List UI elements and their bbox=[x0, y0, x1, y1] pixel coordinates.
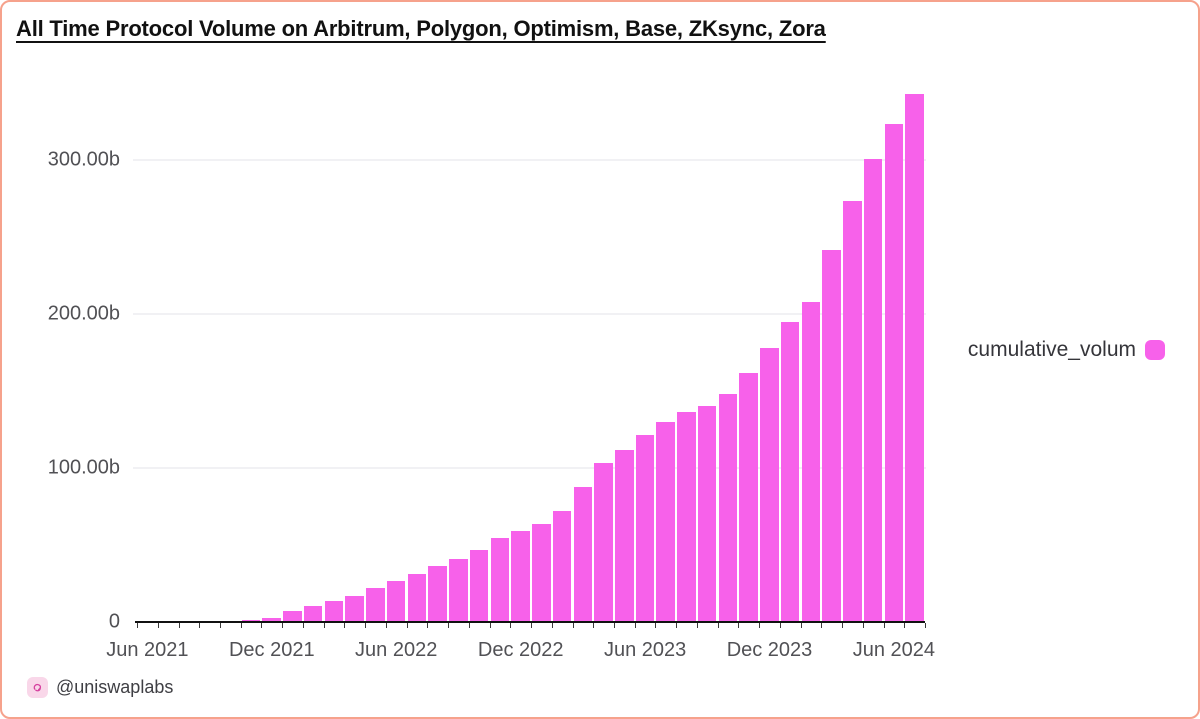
x-axis-tick bbox=[468, 623, 470, 628]
x-axis-tick bbox=[531, 623, 532, 628]
legend-swatch bbox=[1145, 340, 1165, 360]
uniswap-labs-logo-icon bbox=[27, 677, 48, 698]
x-axis-tick bbox=[427, 623, 429, 628]
volume-bar[interactable] bbox=[366, 588, 385, 622]
y-axis-tick-label: 100.00b bbox=[47, 456, 120, 479]
x-axis-tick bbox=[883, 623, 885, 628]
volume-bar[interactable] bbox=[760, 347, 779, 622]
x-axis-tick bbox=[634, 623, 636, 628]
attribution: @uniswaplabs bbox=[27, 677, 173, 698]
x-axis-tick bbox=[738, 623, 740, 628]
x-axis-tick-label: Jun 2024 bbox=[852, 639, 936, 661]
volume-bar[interactable] bbox=[573, 486, 593, 622]
volume-bar[interactable] bbox=[241, 619, 261, 622]
volume-bar[interactable] bbox=[386, 580, 406, 622]
x-axis-tick bbox=[676, 623, 678, 628]
volume-bar[interactable] bbox=[449, 558, 468, 622]
x-axis-tick bbox=[261, 623, 263, 628]
x-axis-tick bbox=[655, 623, 657, 628]
volume-bar[interactable] bbox=[407, 574, 427, 622]
x-axis-tick-label: Dec 2022 bbox=[477, 639, 564, 661]
x-axis-tick bbox=[779, 623, 781, 628]
volume-bar[interactable] bbox=[780, 321, 800, 622]
x-axis-tick bbox=[862, 623, 864, 628]
x-axis-tick bbox=[593, 623, 595, 628]
x-axis-tick bbox=[842, 623, 844, 628]
x-axis-tick bbox=[385, 623, 387, 628]
x-axis-tick bbox=[302, 623, 304, 628]
volume-bar[interactable] bbox=[532, 523, 551, 622]
volume-bar[interactable] bbox=[905, 94, 924, 622]
x-axis-tick bbox=[800, 623, 802, 628]
chart-title: All Time Protocol Volume on Arbitrum, Po… bbox=[16, 16, 826, 41]
legend[interactable]: cumulative_volum bbox=[968, 338, 1165, 362]
volume-bar[interactable] bbox=[428, 565, 447, 622]
x-axis-tick bbox=[282, 623, 284, 628]
x-axis-tick bbox=[448, 623, 450, 628]
y-axis-tick-label: 200.00b bbox=[47, 302, 120, 325]
y-axis-tick-label: 300.00b bbox=[47, 148, 120, 171]
x-axis-tick-label: Dec 2023 bbox=[726, 639, 813, 661]
volume-bar[interactable] bbox=[718, 393, 738, 622]
volume-bar[interactable] bbox=[511, 531, 530, 622]
volume-bar[interactable] bbox=[656, 421, 675, 622]
x-axis-tick bbox=[137, 623, 138, 628]
volume-bar[interactable] bbox=[822, 249, 841, 622]
volume-bar[interactable] bbox=[262, 617, 281, 622]
volume-bar[interactable] bbox=[801, 301, 821, 622]
x-axis-tick bbox=[344, 623, 346, 628]
x-axis-tick bbox=[925, 623, 926, 628]
volume-bar[interactable] bbox=[615, 450, 634, 622]
volume-bar[interactable] bbox=[552, 511, 572, 622]
volume-bar[interactable] bbox=[345, 595, 364, 622]
x-axis-tick bbox=[157, 623, 159, 628]
volume-bar[interactable] bbox=[677, 411, 696, 622]
y-axis-tick-label: 0 bbox=[108, 610, 120, 633]
x-axis-tick bbox=[406, 623, 408, 628]
x-axis-tick bbox=[572, 623, 574, 628]
x-axis-tick-label: Jun 2021 bbox=[106, 639, 189, 661]
legend-label: cumulative_volum bbox=[967, 338, 1136, 361]
x-axis-tick bbox=[199, 623, 201, 628]
volume-bar[interactable] bbox=[469, 550, 489, 622]
x-axis-tick bbox=[365, 623, 367, 628]
attribution-handle: @uniswaplabs bbox=[56, 677, 174, 697]
volume-bar[interactable] bbox=[594, 462, 613, 622]
x-axis-tick-label: Jun 2023 bbox=[603, 639, 687, 661]
volume-bar[interactable] bbox=[884, 123, 904, 622]
volume-bar[interactable] bbox=[490, 538, 510, 622]
gridline bbox=[133, 467, 926, 469]
volume-bar[interactable] bbox=[324, 601, 344, 622]
volume-bar[interactable] bbox=[863, 159, 883, 622]
volume-bar[interactable] bbox=[739, 372, 758, 622]
x-axis-tick bbox=[489, 623, 491, 628]
x-axis-tick bbox=[178, 623, 180, 628]
gridline bbox=[133, 313, 926, 315]
x-axis-tick bbox=[904, 623, 906, 628]
x-axis-tick-label: Jun 2022 bbox=[355, 639, 438, 661]
x-axis-tick bbox=[614, 623, 615, 628]
volume-bar[interactable] bbox=[635, 434, 655, 622]
volume-bar[interactable] bbox=[697, 405, 717, 622]
x-axis-tick bbox=[510, 623, 512, 628]
x-axis-tick bbox=[821, 623, 823, 628]
x-axis-tick bbox=[240, 623, 242, 628]
x-axis-tick bbox=[717, 623, 719, 628]
x-axis-tick bbox=[219, 623, 221, 628]
volume-bar[interactable] bbox=[843, 200, 862, 622]
x-axis-tick bbox=[759, 623, 761, 628]
x-axis-tick bbox=[696, 623, 698, 628]
x-axis-tick bbox=[551, 623, 553, 628]
volume-bar[interactable] bbox=[283, 611, 302, 622]
x-axis-line bbox=[135, 621, 925, 623]
x-axis-tick bbox=[323, 623, 325, 628]
volume-bar[interactable] bbox=[303, 605, 323, 622]
x-axis-tick-label: Dec 2021 bbox=[228, 639, 315, 661]
gridline bbox=[133, 159, 926, 161]
